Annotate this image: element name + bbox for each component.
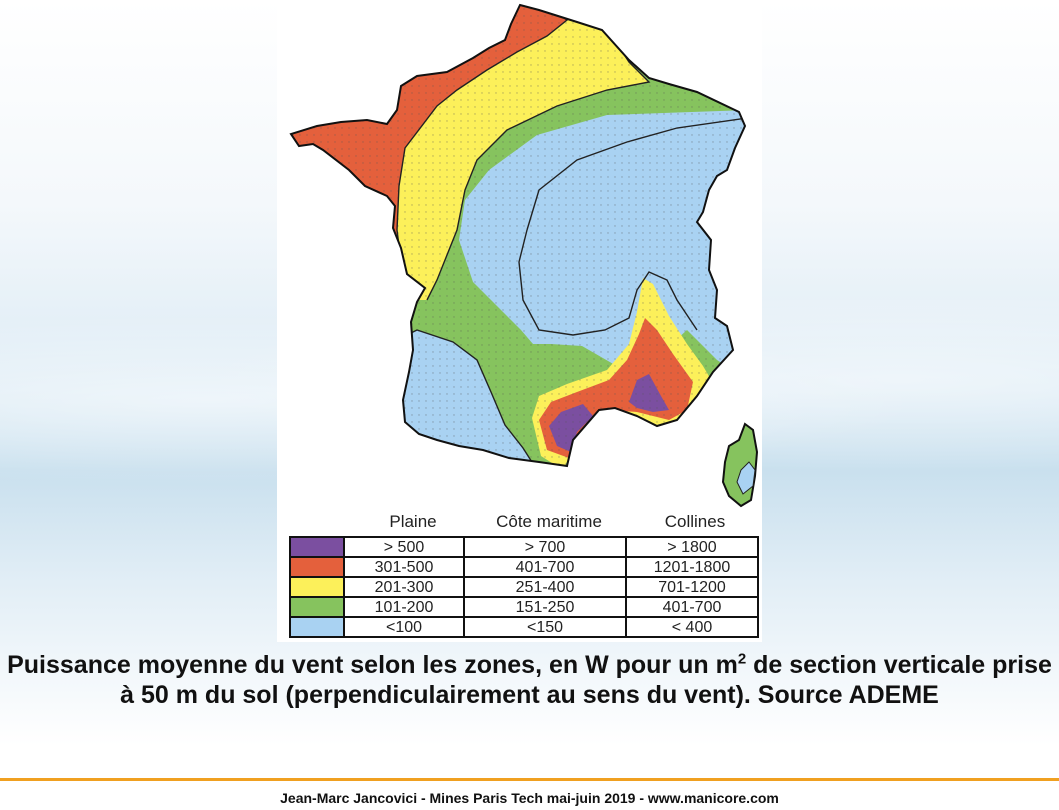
legend-cell-plaine: <100 [343,616,465,638]
map-panel: Plaine Côte maritime Collines > 500 > 70… [277,0,762,642]
legend-cell-collines: 1201-1800 [625,556,759,578]
dot-texture [291,5,745,466]
legend-swatch-yellow [289,576,345,598]
legend-swatch-red [289,556,345,578]
legend-header-plaine: Plaine [389,512,437,531]
legend-row: 101-200 151-250 401-700 [289,596,759,618]
legend-swatch-green [289,596,345,618]
footer-rule [0,778,1059,781]
caption-superscript: 2 [737,650,747,668]
corsica-blue [736,461,756,495]
caption-text-1: Puissance moyenne du vent selon les zone… [7,651,738,679]
legend-cell-plaine: 101-200 [343,596,465,618]
caption-text-2: de section verticale prise à 50 m du sol… [120,651,1052,709]
legend-cell-cote: > 700 [463,536,627,558]
legend-header: Plaine Côte maritime Collines [289,510,761,536]
legend-cell-collines: 401-700 [625,596,759,618]
legend-table: > 500 > 700 > 1800 301-500 401-700 1201-… [289,536,759,638]
legend-row: > 500 > 700 > 1800 [289,536,759,558]
legend-cell-cote: 401-700 [463,556,627,578]
corsica [721,422,759,508]
legend-cell-plaine: > 500 [343,536,465,558]
legend-row: 201-300 251-400 701-1200 [289,576,759,598]
legend-cell-plaine: 301-500 [343,556,465,578]
legend-cell-cote: <150 [463,616,627,638]
caption: Puissance moyenne du vent selon les zone… [0,650,1059,710]
legend-cell-collines: > 1800 [625,536,759,558]
legend-cell-plaine: 201-300 [343,576,465,598]
legend-swatch-purple [289,536,345,558]
legend-cell-cote: 251-400 [463,576,627,598]
legend-header-collines: Collines [664,512,726,531]
footer-credit: Jean-Marc Jancovici - Mines Paris Tech m… [280,790,779,806]
france-wind-map [290,4,759,508]
legend: Plaine Côte maritime Collines > 500 > 70… [289,510,761,638]
legend-cell-collines: 701-1200 [625,576,759,598]
legend-cell-cote: 151-250 [463,596,627,618]
legend-row: <100 <150 < 400 [289,616,759,638]
legend-cell-collines: < 400 [625,616,759,638]
legend-header-cote: Côte maritime [496,512,602,531]
legend-row: 301-500 401-700 1201-1800 [289,556,759,578]
legend-swatch-blue [289,616,345,638]
